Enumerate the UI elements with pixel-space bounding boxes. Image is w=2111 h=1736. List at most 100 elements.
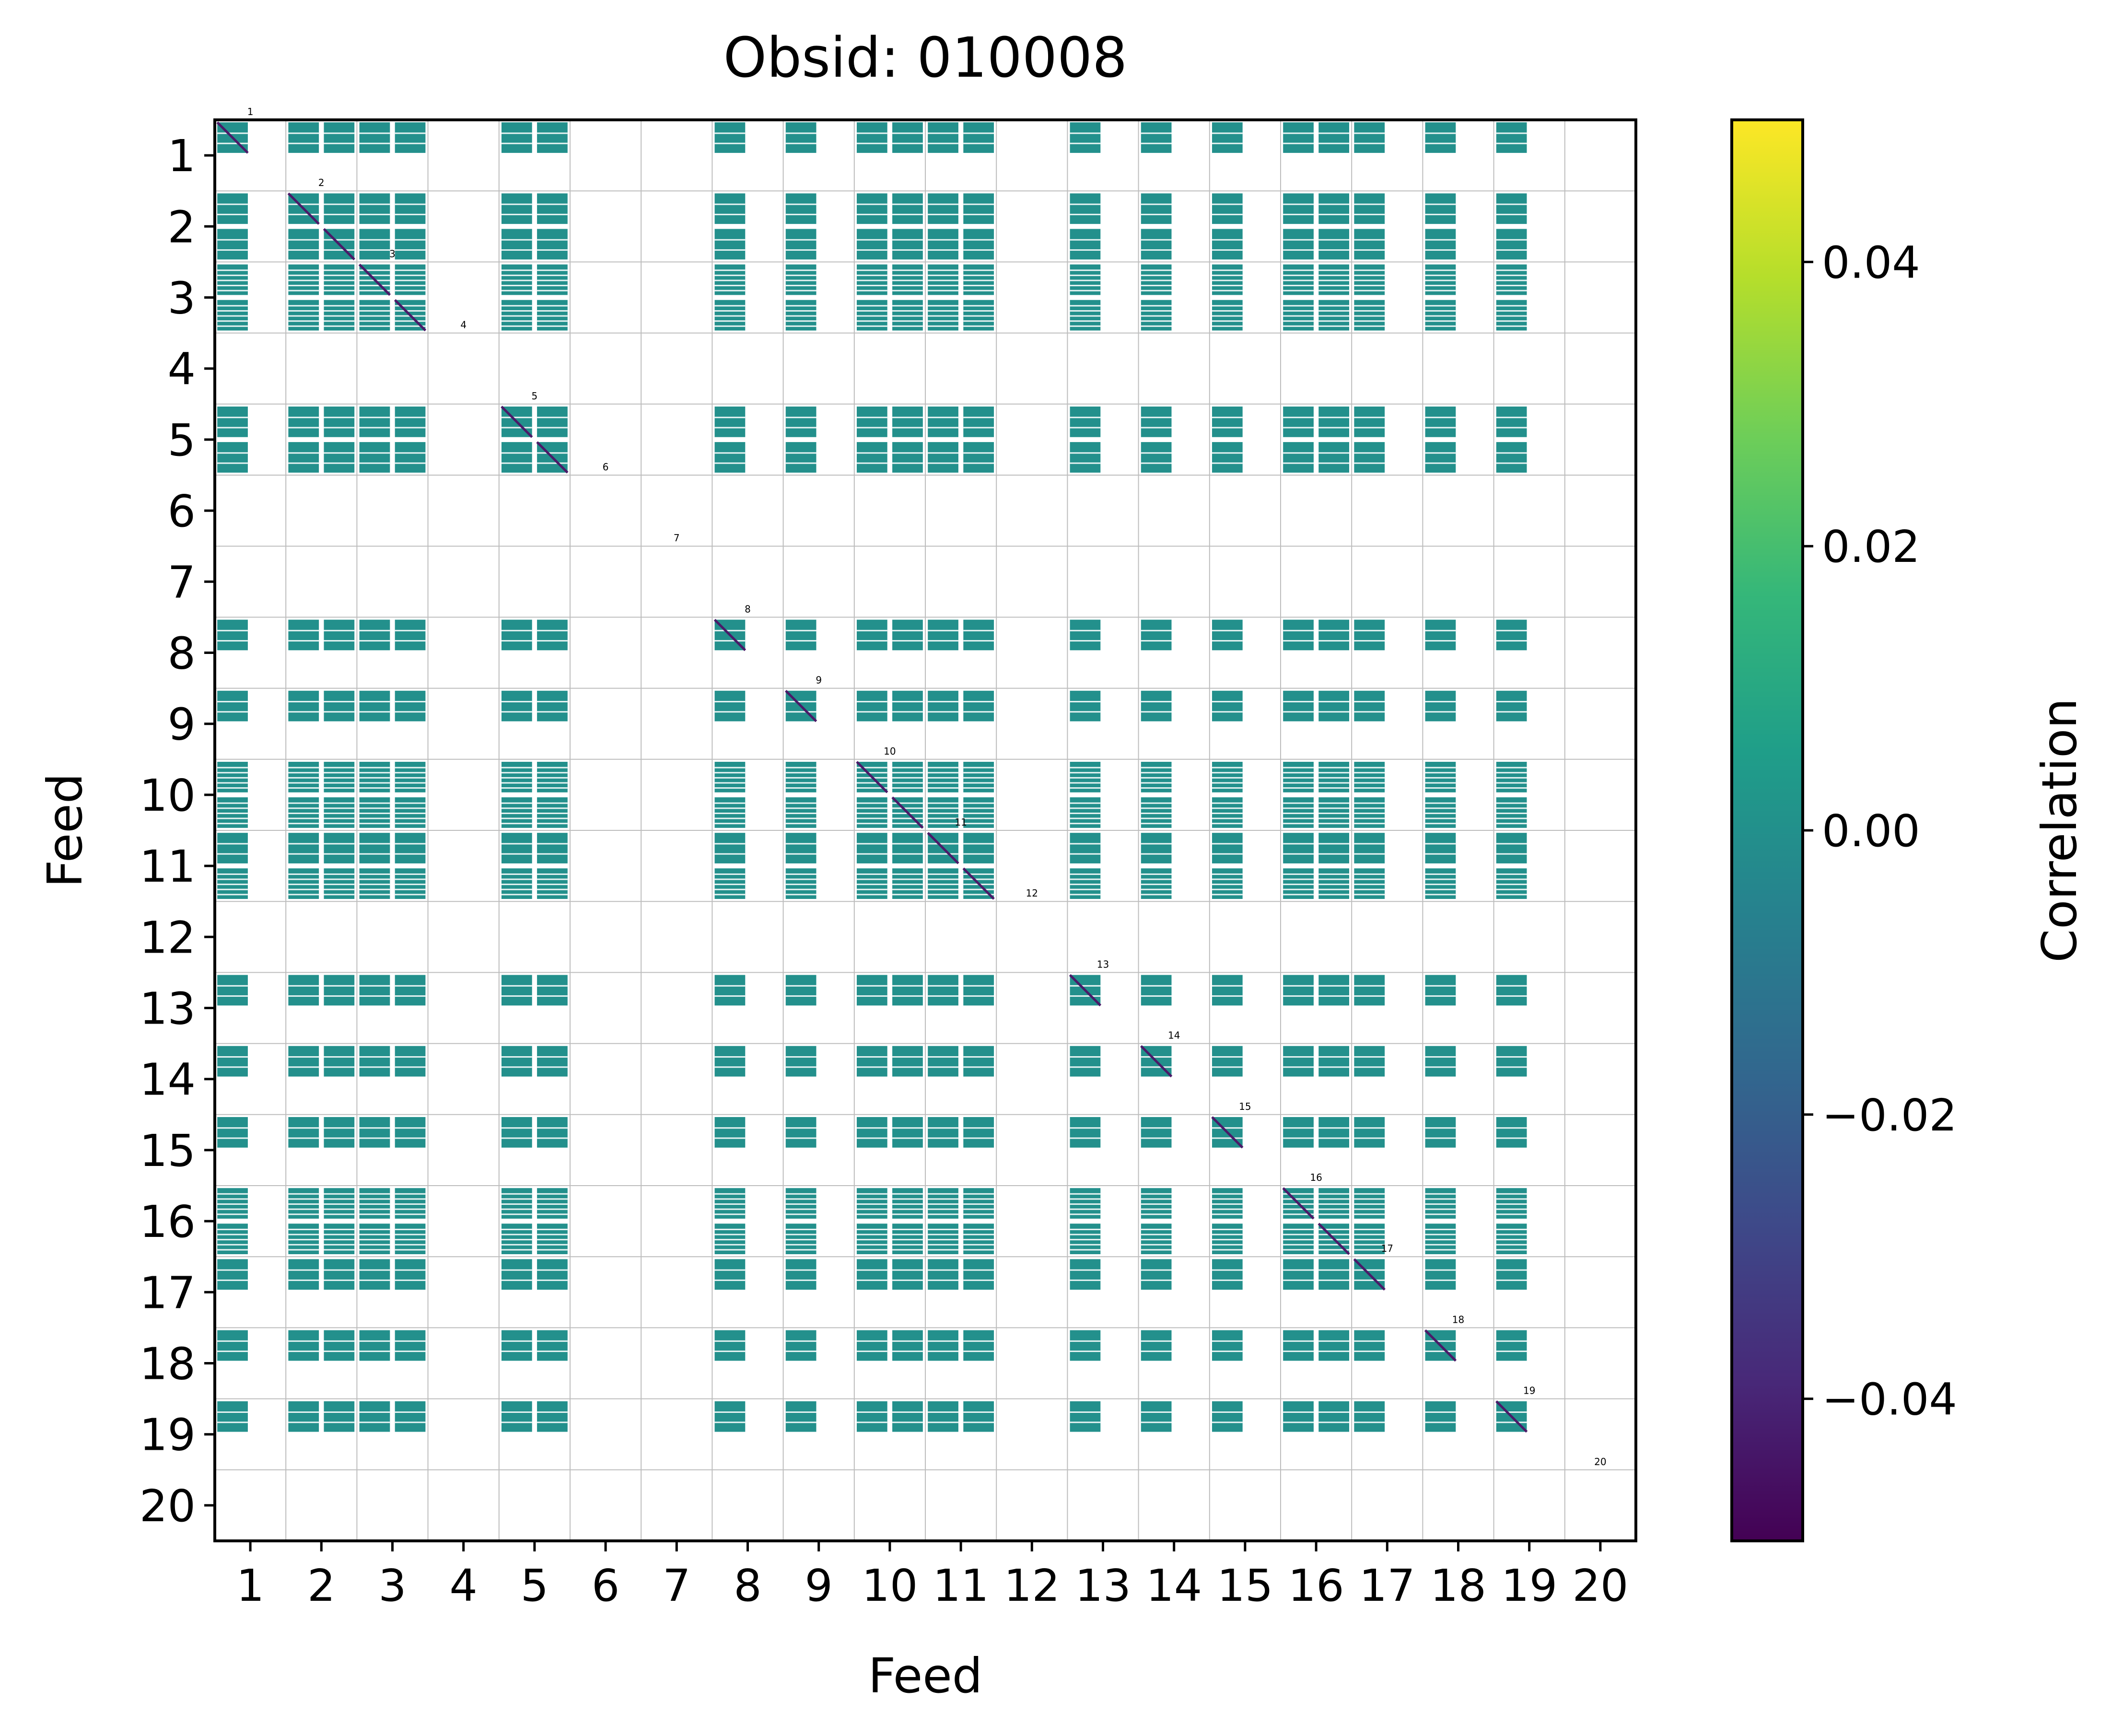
masked-channel-stripe <box>395 1228 426 1230</box>
masked-channel-stripe <box>1318 1351 1350 1352</box>
masked-channel-stripe <box>1212 1056 1243 1058</box>
masked-channel-stripe <box>395 711 426 713</box>
masked-channel-stripe <box>501 1244 532 1246</box>
masked-channel-stripe <box>217 1340 248 1342</box>
heatmap-block <box>288 122 319 153</box>
masked-channel-stripe <box>963 1340 994 1342</box>
masked-channel-stripe <box>288 823 319 825</box>
masked-channel-stripe <box>395 782 426 784</box>
masked-channel-stripe <box>1425 894 1456 896</box>
masked-channel-stripe <box>892 1351 923 1352</box>
masked-channel-stripe <box>714 629 746 631</box>
masked-channel-stripe <box>217 315 248 317</box>
masked-channel-stripe <box>785 782 816 784</box>
masked-channel-stripe <box>1283 285 1314 287</box>
heatmap-block <box>892 122 923 153</box>
masked-channel-stripe <box>963 817 994 819</box>
masked-channel-stripe <box>1283 772 1314 774</box>
masked-channel-stripe <box>359 767 390 769</box>
masked-channel-stripe <box>1425 711 1456 713</box>
masked-channel-stripe <box>1070 269 1101 271</box>
diagonal-feed-label: 1 <box>247 106 254 117</box>
masked-channel-stripe <box>217 1249 248 1251</box>
masked-channel-stripe <box>1318 1228 1350 1230</box>
masked-channel-stripe <box>928 1249 958 1251</box>
masked-channel-stripe <box>963 132 994 134</box>
masked-channel-stripe <box>1425 1193 1456 1195</box>
masked-channel-stripe <box>395 777 426 779</box>
heatmap-block <box>1283 1046 1314 1077</box>
masked-channel-stripe <box>359 1421 390 1423</box>
masked-channel-stripe <box>892 853 923 855</box>
masked-channel-stripe <box>1070 995 1101 997</box>
heatmap-block <box>1141 1259 1172 1290</box>
masked-channel-stripe <box>928 310 958 312</box>
masked-channel-stripe <box>1318 782 1350 784</box>
masked-channel-stripe <box>1212 427 1243 429</box>
heatmap-block <box>1496 1117 1527 1148</box>
masked-channel-stripe <box>928 995 958 997</box>
masked-channel-stripe <box>892 1193 923 1195</box>
masked-channel-stripe <box>217 325 248 327</box>
masked-channel-stripe <box>501 782 532 784</box>
heatmap-block <box>395 833 426 863</box>
masked-channel-stripe <box>714 777 746 779</box>
masked-channel-stripe <box>963 280 994 281</box>
masked-channel-stripe <box>1212 203 1243 205</box>
masked-channel-stripe <box>1212 132 1243 134</box>
masked-channel-stripe <box>537 269 568 271</box>
x-tick-label: 6 <box>592 1560 620 1611</box>
masked-channel-stripe <box>1354 213 1385 215</box>
masked-channel-stripe <box>856 1269 887 1271</box>
masked-channel-stripe <box>324 1269 355 1271</box>
masked-channel-stripe <box>324 269 355 271</box>
masked-channel-stripe <box>714 1127 746 1129</box>
masked-channel-stripe <box>501 777 532 779</box>
heatmap-block <box>892 690 923 722</box>
masked-channel-stripe <box>963 782 994 784</box>
masked-channel-stripe <box>1496 1127 1527 1129</box>
masked-channel-stripe <box>1141 1137 1172 1139</box>
masked-channel-stripe <box>785 711 816 713</box>
masked-channel-stripe <box>785 452 816 454</box>
masked-channel-stripe <box>217 462 248 464</box>
heatmap-block <box>501 619 532 651</box>
heatmap-block <box>1354 690 1385 722</box>
masked-channel-stripe <box>501 985 532 987</box>
masked-channel-stripe <box>928 1127 958 1129</box>
masked-channel-stripe <box>928 239 958 241</box>
masked-channel-stripe <box>714 310 746 312</box>
masked-channel-stripe <box>1425 452 1456 454</box>
masked-channel-stripe <box>963 142 994 144</box>
masked-channel-stripe <box>1212 305 1243 307</box>
masked-channel-stripe <box>785 213 816 215</box>
masked-channel-stripe <box>928 1137 958 1139</box>
heatmap-block <box>785 442 816 473</box>
heatmap-block <box>359 1046 390 1077</box>
masked-channel-stripe <box>1354 1239 1385 1241</box>
masked-channel-stripe <box>1496 280 1527 281</box>
masked-channel-stripe <box>1318 812 1350 814</box>
masked-channel-stripe <box>785 1127 816 1129</box>
masked-channel-stripe <box>856 1351 887 1352</box>
masked-channel-stripe <box>1354 873 1385 875</box>
masked-channel-stripe <box>1354 452 1385 454</box>
masked-channel-stripe <box>537 1340 568 1342</box>
masked-channel-stripe <box>856 888 887 890</box>
masked-channel-stripe <box>1425 1249 1456 1251</box>
masked-channel-stripe <box>928 1208 958 1210</box>
masked-channel-stripe <box>1212 711 1243 713</box>
masked-channel-stripe <box>1212 629 1243 631</box>
diagonal-feed-label: 14 <box>1168 1030 1180 1041</box>
masked-channel-stripe <box>714 452 746 454</box>
heatmap-block <box>856 619 887 651</box>
masked-channel-stripe <box>785 772 816 774</box>
masked-channel-stripe <box>501 787 532 789</box>
masked-channel-stripe <box>1283 843 1314 845</box>
masked-channel-stripe <box>501 462 532 464</box>
masked-channel-stripe <box>1318 701 1350 703</box>
masked-channel-stripe <box>395 452 426 454</box>
y-tick-label: 2 <box>167 201 196 253</box>
masked-channel-stripe <box>217 878 248 880</box>
